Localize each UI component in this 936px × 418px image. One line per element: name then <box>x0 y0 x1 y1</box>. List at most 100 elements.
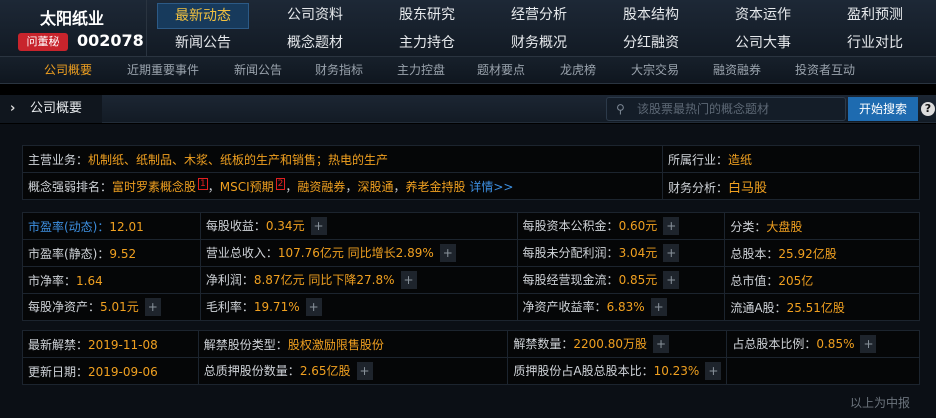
subnav-item[interactable]: 公司概要 <box>43 63 93 77</box>
metric-label: 每股未分配利润： <box>522 245 619 260</box>
subnav-item[interactable]: 融资融券 <box>712 63 762 77</box>
nav-item[interactable]: 分红融资 <box>623 35 679 51</box>
value: 机制纸、纸制品、木浆、纸板的生产和销售；热电的生产 <box>88 152 389 167</box>
expand-plus-icon[interactable]: + <box>663 271 680 290</box>
subnav-item[interactable]: 题材要点 <box>476 63 526 77</box>
expand-plus-icon[interactable]: + <box>400 271 417 290</box>
search-input[interactable]: ⚲ 该股票最热门的概念题材 <box>606 97 846 121</box>
metric-label: 市盈率(动态)： <box>28 219 110 234</box>
metric-cell: 净利润：8.87亿元 同比下降27.8% + <box>199 266 518 294</box>
metric-value: 0.34元 <box>265 218 305 233</box>
details-link[interactable]: 详情>> <box>469 179 514 194</box>
metric-value: 2.65亿股 <box>299 363 351 378</box>
content: 主营业务：机制纸、纸制品、木浆、纸板的生产和销售；热电的生产 所属行业：造纸 概… <box>0 124 936 418</box>
metric-value: 10.23% <box>653 363 700 378</box>
subnav-item[interactable]: 新闻公告 <box>233 63 283 77</box>
label: 所属行业： <box>668 152 729 167</box>
metric-cell: 市净率：1.64 <box>22 266 201 294</box>
tab-company-overview[interactable]: › 公司概要 <box>0 95 102 123</box>
metric-label: 流通A股： <box>730 300 787 315</box>
metric-cell: 最新解禁：2019-11-08 <box>22 330 199 358</box>
expand-plus-icon[interactable]: + <box>439 244 456 263</box>
expand-plus-icon[interactable]: + <box>663 217 680 236</box>
ask-secretary-button[interactable]: 问董秘 <box>18 33 68 51</box>
metric-label: 解禁股份类型： <box>203 337 288 352</box>
search-icon: ⚲ <box>616 102 625 116</box>
metric-value: 25.92亿股 <box>778 246 837 261</box>
metric-label: 解禁数量： <box>513 336 574 351</box>
concept-link[interactable]: 融资融券 <box>297 179 346 194</box>
subnav-item[interactable]: 大宗交易 <box>630 63 680 77</box>
metric-value: 9.52 <box>109 246 137 261</box>
expand-plus-icon[interactable]: + <box>310 217 327 236</box>
metric-value: 5.01元 <box>100 299 139 314</box>
metric-cell: 更新日期：2019-09-06 <box>22 357 199 385</box>
label: 财务分析： <box>668 180 729 195</box>
nav-item[interactable]: 股东研究 <box>399 7 455 23</box>
metric-label: 更新日期： <box>28 364 89 379</box>
nav-item[interactable]: 主力持仓 <box>399 35 455 51</box>
expand-plus-icon[interactable]: + <box>305 298 322 317</box>
metric-value: 2019-11-08 <box>88 337 158 352</box>
nav-item[interactable]: 公司大事 <box>735 35 791 51</box>
expand-plus-icon[interactable]: + <box>653 335 669 354</box>
metric-value: 大盘股 <box>766 219 803 234</box>
subnav-item[interactable]: 财务指标 <box>314 63 364 77</box>
metric-label: 总市值： <box>730 273 779 288</box>
nav-item[interactable]: 股本结构 <box>623 7 679 23</box>
expand-plus-icon[interactable]: + <box>650 298 667 317</box>
nav-item[interactable]: 概念题材 <box>287 35 343 51</box>
metric-cell: 每股未分配利润：3.04元 + <box>516 239 726 267</box>
nav-item[interactable]: 盈利预测 <box>847 7 903 23</box>
metric-cell: 市盈率(动态)：12.01 <box>22 212 201 240</box>
nav-item[interactable]: 财务概况 <box>511 35 567 51</box>
expand-plus-icon[interactable]: + <box>356 362 373 381</box>
panel-header: › 公司概要 ⚲ 该股票最热门的概念题材 开始搜索 ? <box>0 95 936 123</box>
top-header: 太阳纸业 问董秘 002078 最新动态 公司资料 股东研究 经营分析 股本结构 资本运作… <box>0 0 936 57</box>
nav-item[interactable]: 行业对比 <box>847 35 903 51</box>
metric-label: 净利润： <box>205 272 254 287</box>
value: 造纸 <box>728 152 753 167</box>
expand-plus-icon[interactable]: + <box>663 244 680 263</box>
label: 主营业务： <box>28 152 89 167</box>
financial-analysis: 财务分析：白马股 <box>662 172 920 200</box>
metric-cell: 占总股本比例：0.85% + <box>726 330 920 358</box>
concept-link[interactable]: MSCI预期 <box>219 179 274 194</box>
nav-item[interactable]: 公司资料 <box>287 7 343 23</box>
metric-label: 每股净资产： <box>28 299 101 314</box>
metric-cell: 质押股份占A股总股本比：10.23% + <box>507 357 728 385</box>
metric-cell <box>726 357 920 385</box>
stock-info: 太阳纸业 问董秘 002078 <box>0 0 147 57</box>
metric-value: 12.01 <box>109 219 144 234</box>
industry: 所属行业：造纸 <box>662 145 920 173</box>
nav-item[interactable]: 资本运作 <box>735 7 791 23</box>
metric-cell: 分类：大盘股 <box>724 212 920 240</box>
metric-cell: 净资产收益率：6.83% + <box>516 293 726 321</box>
nav-item[interactable]: 最新动态 <box>157 3 249 29</box>
expand-plus-icon[interactable]: + <box>860 335 877 354</box>
subnav-item[interactable]: 投资者互动 <box>794 63 856 77</box>
metric-label: 最新解禁： <box>28 337 89 352</box>
concept-link[interactable]: 富时罗素概念股 <box>112 179 197 194</box>
search-placeholder: 该股票最热门的概念题材 <box>637 102 770 116</box>
subnav-item[interactable]: 主力控盘 <box>396 63 446 77</box>
expand-plus-icon[interactable]: + <box>144 298 161 317</box>
subnav-item[interactable]: 近期重要事件 <box>126 63 200 77</box>
nav-item[interactable]: 经营分析 <box>511 7 567 23</box>
concept-link[interactable]: 深股通 <box>357 179 394 194</box>
search-button[interactable]: 开始搜索 <box>848 97 918 121</box>
concept-link[interactable]: 养老金持股 <box>405 179 466 194</box>
nav-item[interactable]: 新闻公告 <box>175 35 231 51</box>
main-business: 主营业务：机制纸、纸制品、木浆、纸板的生产和销售；热电的生产 <box>22 145 663 173</box>
metric-value: 8.87亿元 同比下降27.8% <box>253 272 395 287</box>
metric-label: 净资产收益率： <box>522 299 607 314</box>
metric-label: 分类： <box>730 219 767 234</box>
metric-cell: 每股收益：0.34元 + <box>199 212 518 240</box>
metric-label: 营业总收入： <box>205 245 278 260</box>
metric-label: 总质押股份数量： <box>203 363 300 378</box>
metric-cell: 每股资本公积金：0.60元 + <box>516 212 726 240</box>
subnav-item[interactable]: 龙虎榜 <box>559 63 597 77</box>
metric-value: 0.85元 <box>618 272 658 287</box>
help-icon[interactable]: ? <box>921 102 935 116</box>
expand-plus-icon[interactable]: + <box>705 362 722 381</box>
